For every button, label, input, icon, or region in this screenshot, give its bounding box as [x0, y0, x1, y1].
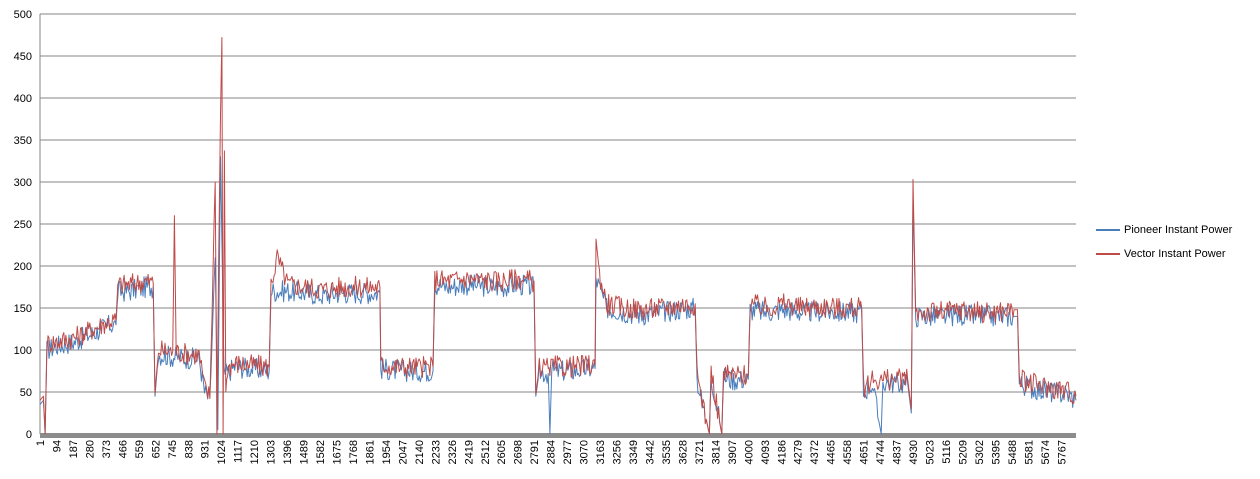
x-tick-label: 1117	[233, 440, 245, 463]
x-tick-label: 2140	[414, 440, 426, 464]
legend-swatch-pioneer	[1096, 229, 1120, 231]
x-tick-label: 2512	[480, 440, 492, 464]
y-tick-label: 250	[14, 219, 32, 231]
x-tick-label: 5395	[990, 440, 1002, 464]
legend-item-vector: Vector Instant Power	[1096, 242, 1256, 266]
y-tick-label: 200	[14, 261, 32, 273]
x-tick-label: 5767	[1056, 440, 1068, 464]
x-tick-label: 3814	[710, 440, 722, 464]
y-tick-label: 500	[14, 9, 32, 21]
x-tick-label: 4744	[875, 440, 887, 464]
legend-item-pioneer: Pioneer Instant Power	[1096, 218, 1256, 242]
x-tick-label: 4279	[793, 440, 805, 464]
series-line-pioneer	[39, 156, 1077, 435]
gridlines	[40, 13, 1076, 393]
x-tick-label: 2791	[529, 440, 541, 464]
x-tick-label: 1861	[364, 440, 376, 464]
y-tick-label: 350	[14, 135, 32, 147]
x-tick-label: 373	[101, 440, 113, 458]
x-tick-label: 2326	[447, 440, 459, 464]
x-tick-label: 2884	[546, 440, 558, 464]
x-tick-label: 5674	[1040, 440, 1052, 464]
x-tick-label: 3349	[628, 440, 640, 464]
x-tick-label: 4093	[760, 440, 772, 464]
x-tick-label: 1303	[266, 440, 278, 464]
x-tick-label: 3721	[694, 440, 706, 464]
legend-label-vector: Vector Instant Power	[1124, 248, 1226, 260]
x-tick-label: 2419	[463, 440, 475, 464]
x-tick-label: 4000	[743, 440, 755, 464]
y-tick-label: 150	[14, 303, 32, 315]
y-tick-label: 400	[14, 93, 32, 105]
x-tick-label: 3070	[579, 440, 591, 464]
y-tick-label: 100	[14, 345, 32, 357]
legend-label-pioneer: Pioneer Instant Power	[1124, 224, 1233, 236]
x-tick-label: 745	[167, 440, 179, 458]
x-tick-label: 3442	[644, 440, 656, 464]
x-tick-label: 4837	[892, 440, 904, 464]
y-tick-label: 50	[20, 387, 32, 399]
x-tick-label: 1	[35, 440, 47, 446]
x-tick-label: 5209	[957, 440, 969, 464]
x-tick-label: 4186	[776, 440, 788, 464]
x-tick-label: 5116	[941, 440, 953, 464]
x-tick-label: 1210	[249, 440, 261, 464]
x-tick-label: 5302	[974, 440, 986, 464]
x-tick-label: 4558	[842, 440, 854, 464]
x-tick-label: 559	[134, 440, 146, 458]
x-tick-label: 2605	[496, 440, 508, 464]
x-tick-label: 2233	[430, 440, 442, 464]
x-tick-label: 280	[84, 440, 96, 458]
x-tick-label: 3256	[612, 440, 624, 464]
x-tick-label: 3628	[677, 440, 689, 464]
x-tick-label: 1582	[315, 440, 327, 464]
x-tick-label: 1768	[348, 440, 360, 464]
series-line-vector	[39, 37, 1077, 435]
x-axis: 1 94 187 280 373 466 559 652 745 838 931 1024 1117 12…	[35, 14, 1076, 464]
x-tick-label: 1396	[282, 440, 294, 464]
legend: Pioneer Instant Power Vector Instant Pow…	[1096, 218, 1256, 266]
x-tick-label: 1024	[216, 440, 228, 464]
y-axis: 0 50 100 150 200 250 300 350 400 450 500	[14, 9, 32, 441]
x-tick-label: 4651	[859, 440, 871, 464]
x-tick-label: 1489	[299, 440, 311, 464]
x-tick-label: 2977	[562, 440, 574, 464]
y-tick-label: 0	[26, 429, 32, 441]
legend-swatch-vector	[1096, 253, 1120, 255]
x-tick-label: 652	[150, 440, 162, 458]
x-tick-label: 5023	[925, 440, 937, 464]
x-tick-label: 1954	[381, 440, 393, 464]
x-tick-label: 3907	[727, 440, 739, 464]
y-tick-label: 450	[14, 51, 32, 63]
x-tick-label: 3163	[595, 440, 607, 464]
x-tick-label: 4465	[826, 440, 838, 464]
x-tick-label: 3535	[661, 440, 673, 464]
x-tick-label: 466	[117, 440, 129, 458]
x-tick-label: 931	[200, 440, 212, 458]
x-tick-label: 2047	[397, 440, 409, 464]
x-tick-label: 2698	[513, 440, 525, 464]
y-tick-label: 300	[14, 177, 32, 189]
x-tick-label: 5581	[1023, 440, 1035, 464]
x-tick-label: 5488	[1007, 440, 1019, 464]
x-tick-label: 187	[68, 440, 80, 458]
x-tick-label: 4372	[809, 440, 821, 464]
x-tick-label: 94	[51, 440, 63, 452]
x-tick-label: 4930	[908, 440, 920, 464]
x-axis-line	[40, 433, 1076, 438]
series-lines	[39, 37, 1077, 435]
x-tick-label: 1675	[332, 440, 344, 464]
x-tick-label: 838	[183, 440, 195, 458]
